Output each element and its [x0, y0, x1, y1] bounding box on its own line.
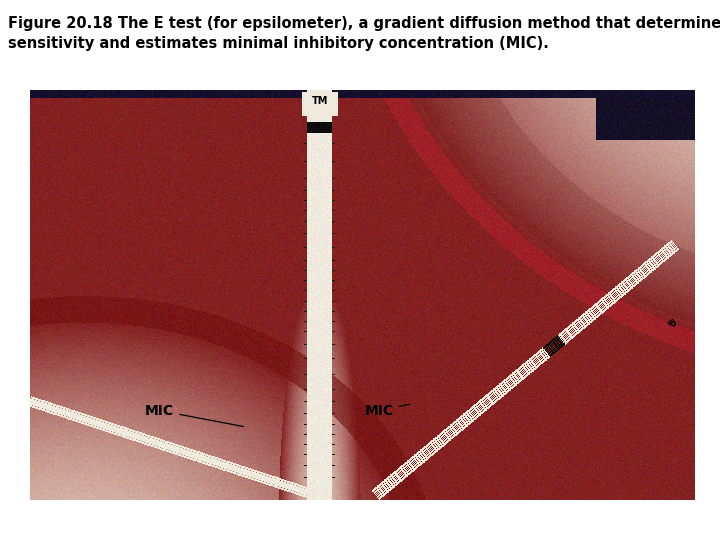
Text: TM: TM: [312, 96, 328, 106]
Text: MIC: MIC: [145, 403, 243, 427]
Text: IP: IP: [663, 318, 676, 330]
Text: Figure 20.18 The E test (for epsilometer), a gradient diffusion method that dete: Figure 20.18 The E test (for epsilometer…: [8, 16, 720, 31]
Text: sensitivity and estimates minimal inhibitory concentration (MIC).: sensitivity and estimates minimal inhibi…: [8, 36, 549, 51]
Text: MIC: MIC: [364, 403, 410, 417]
